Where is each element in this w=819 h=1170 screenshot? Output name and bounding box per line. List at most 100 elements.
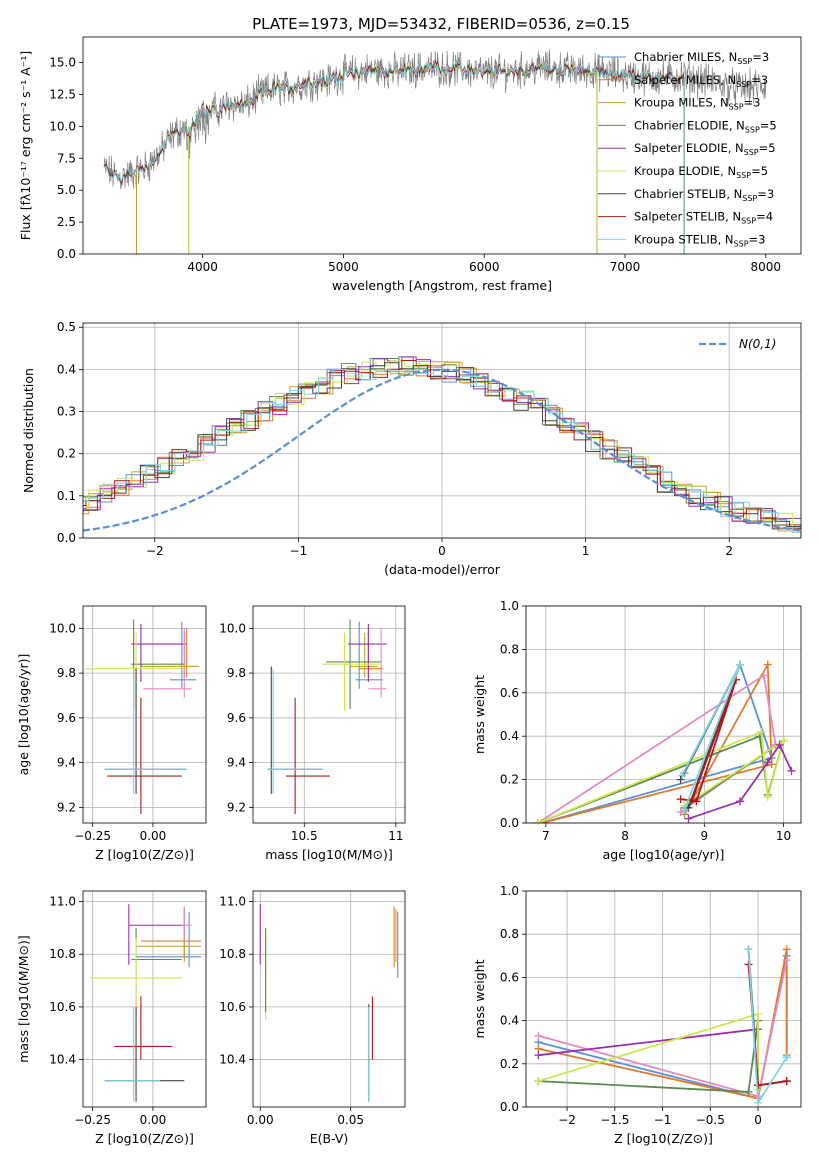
y-tick-label: 9.2 bbox=[227, 800, 246, 814]
y-tick-label: 7.5 bbox=[57, 151, 76, 165]
y-tick-label: 9.2 bbox=[57, 800, 76, 814]
y-tick-label: 10.6 bbox=[49, 1000, 76, 1014]
x-tick-label: −1 bbox=[290, 544, 308, 558]
legend-subscript: SSP bbox=[745, 125, 760, 134]
y-tick-label: 11.0 bbox=[49, 895, 76, 909]
legend-name: Salpeter MILES, N bbox=[634, 73, 736, 87]
x-tick-label: 0.00 bbox=[140, 829, 167, 843]
legend-entry: Kroupa STELIB, NSSP=3 bbox=[634, 232, 765, 248]
legend-subscript: SSP bbox=[742, 194, 757, 203]
series-line bbox=[541, 661, 773, 823]
x-axis-label: age [log10(age/yr)] bbox=[603, 847, 725, 862]
x-axis-label: Z [log10(Z/Z⊙)] bbox=[95, 1131, 194, 1146]
series-marker bbox=[782, 956, 791, 965]
histogram-step bbox=[83, 356, 801, 538]
histogram-step bbox=[83, 358, 801, 528]
spectrum-plot bbox=[103, 48, 767, 254]
x-tick-label: −0.25 bbox=[74, 1113, 111, 1127]
legend-value: =5 bbox=[760, 118, 777, 132]
axes-frame bbox=[525, 890, 802, 1108]
y-tick-label: 10.8 bbox=[219, 947, 246, 961]
series-marker bbox=[533, 819, 542, 823]
series-marker bbox=[754, 1081, 763, 1090]
y-tick-label: 10.0 bbox=[49, 621, 76, 635]
chart-weight_vs_Z: −2 −1.5 −1 −0.5 0 0.0 0.2 0.4 0.6 0.8 1.0 Z [log10(… bbox=[472, 884, 802, 1146]
errorbar-plot bbox=[85, 619, 199, 815]
y-tick-label: 0.8 bbox=[500, 927, 519, 941]
y-axis-label: Flux [fλ10⁻¹⁷ erg cm⁻² s⁻¹ A⁻¹] bbox=[18, 51, 33, 240]
series-marker bbox=[534, 1031, 543, 1040]
legend-name: Chabrier ELODIE, N bbox=[634, 118, 745, 132]
legend-value: =3 bbox=[757, 187, 774, 201]
y-tick-label: 0.2 bbox=[57, 447, 76, 461]
y-tick-label: 9.4 bbox=[57, 756, 76, 770]
chart-age_vs_mass: 10.5 11 9.2 9.4 9.6 9.8 10.0 mass [log10(M/M⊙)] bbox=[219, 605, 406, 862]
series-marker bbox=[763, 758, 772, 767]
legend-value: =3 bbox=[752, 50, 769, 64]
legend-value: =3 bbox=[751, 73, 768, 87]
x-tick-label: 6000 bbox=[469, 260, 500, 274]
chart-residuals: −2 −1 0 1 2 0.0 0.1 0.2 0.3 0.4 0.5 (data-model)/er… bbox=[21, 320, 802, 577]
legend-subscript: SSP bbox=[734, 239, 749, 248]
x-axis-label: mass [log10(M/M⊙)] bbox=[265, 847, 393, 862]
x-tick-label: −0.5 bbox=[696, 1113, 725, 1127]
histogram-step bbox=[83, 362, 801, 536]
y-tick-label: 10.6 bbox=[219, 1000, 246, 1014]
axes-frame bbox=[82, 36, 802, 255]
y-tick-label: 0.6 bbox=[500, 970, 519, 984]
legend-name: Chabrier MILES, N bbox=[634, 50, 737, 64]
x-tick-label: 5000 bbox=[328, 260, 359, 274]
x-tick-label: 8 bbox=[621, 829, 629, 843]
histogram-step bbox=[83, 356, 801, 524]
axes-frame bbox=[82, 322, 802, 539]
y-tick-label: 1.0 bbox=[500, 884, 519, 898]
y-tick-label: 10.4 bbox=[219, 1053, 246, 1067]
axes-frame bbox=[252, 890, 406, 1108]
series-marker bbox=[782, 1053, 791, 1062]
x-axis-label: Z [log10(Z/Z⊙)] bbox=[95, 847, 194, 862]
series-marker bbox=[754, 1098, 763, 1107]
x-tick-label: −1 bbox=[654, 1113, 672, 1127]
legend-name: Chabrier STELIB, N bbox=[634, 187, 742, 201]
y-tick-label: 9.8 bbox=[227, 666, 246, 680]
y-tick-label: 11.0 bbox=[219, 895, 246, 909]
axes-frame bbox=[252, 605, 406, 824]
errorbar-plot bbox=[90, 904, 202, 1102]
y-tick-label: 0.0 bbox=[57, 531, 76, 545]
series-marker bbox=[757, 727, 766, 736]
x-tick-label: 0.05 bbox=[337, 1113, 364, 1127]
y-tick-label: 9.6 bbox=[227, 711, 246, 725]
errorbar-plot bbox=[259, 904, 399, 1102]
series-marker bbox=[782, 945, 791, 954]
series-line bbox=[538, 1028, 759, 1086]
series-marker bbox=[744, 1087, 753, 1096]
y-tick-label: 0.4 bbox=[57, 362, 76, 376]
series-marker bbox=[779, 736, 788, 745]
y-tick-label: 0.0 bbox=[500, 1100, 519, 1114]
legend-value: =5 bbox=[759, 141, 776, 155]
x-tick-label: 10 bbox=[776, 829, 791, 843]
series-marker bbox=[735, 797, 744, 806]
legend-subscript: SSP bbox=[736, 80, 751, 89]
x-tick-label: −0.25 bbox=[74, 829, 111, 843]
x-tick-label: 8000 bbox=[751, 260, 782, 274]
figure-title: PLATE=1973, MJD=53432, FIBERID=0536, z=0… bbox=[252, 15, 630, 33]
series-line bbox=[541, 662, 773, 823]
legend-value: =3 bbox=[744, 96, 761, 110]
y-tick-label: 0.1 bbox=[57, 489, 76, 503]
x-tick-label: 0.00 bbox=[247, 1113, 274, 1127]
panels: 4000 5000 6000 7000 80000.02.55.07.510.012.5… bbox=[16, 36, 802, 1146]
histogram-step bbox=[83, 360, 801, 533]
legend-value: =5 bbox=[751, 164, 768, 178]
histogram-step bbox=[83, 361, 801, 526]
y-tick-label: 0.4 bbox=[500, 1014, 519, 1028]
legend-entry: Salpeter MILES, NSSP=3 bbox=[634, 73, 768, 89]
y-axis-label: age [log10(age/yr)] bbox=[16, 654, 31, 776]
x-tick-label: 0 bbox=[438, 544, 446, 558]
series-marker bbox=[688, 795, 697, 804]
legend-entry: Kroupa ELODIE, NSSP=5 bbox=[634, 164, 768, 180]
x-tick-label: 7000 bbox=[610, 260, 641, 274]
axes-frame bbox=[82, 605, 207, 824]
model-spectrum-line bbox=[103, 60, 685, 183]
